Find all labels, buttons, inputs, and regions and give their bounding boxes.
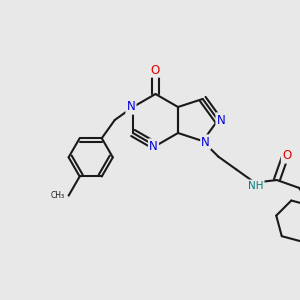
Text: CH₃: CH₃ xyxy=(50,191,64,200)
Text: N: N xyxy=(201,136,210,148)
Text: O: O xyxy=(282,149,291,162)
Text: N: N xyxy=(149,140,158,152)
Text: N: N xyxy=(127,100,135,113)
Text: NH: NH xyxy=(248,181,263,190)
Text: N: N xyxy=(217,113,225,127)
Text: O: O xyxy=(151,64,160,76)
